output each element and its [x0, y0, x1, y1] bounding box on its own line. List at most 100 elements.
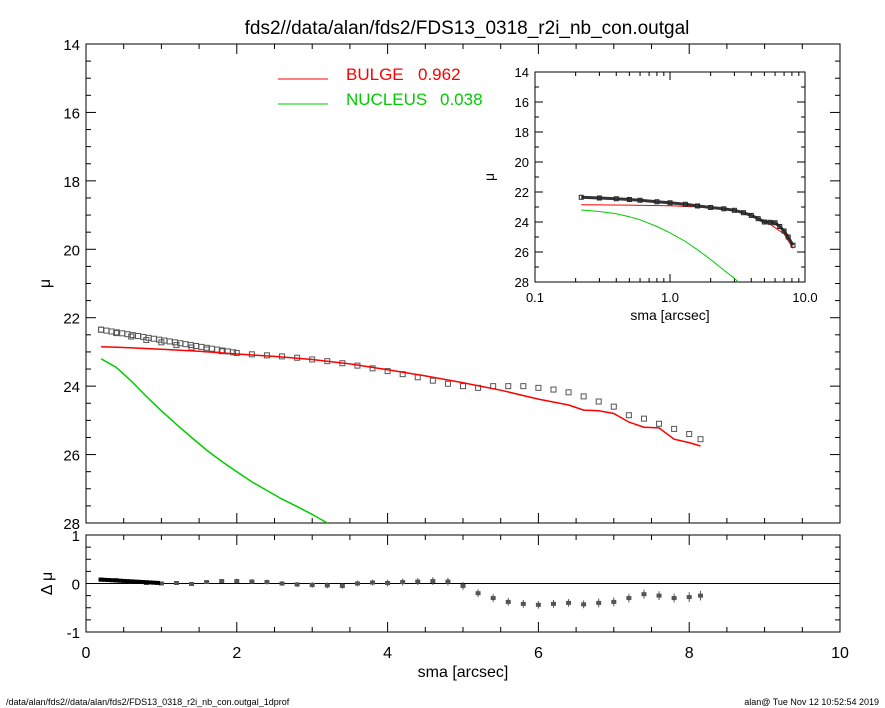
inset-data-point: [682, 201, 688, 207]
main-y-axis-label: μ: [37, 279, 54, 288]
residual-point: [475, 591, 481, 596]
inset-x-tick-label: 10.0: [792, 290, 817, 305]
footer-left-label: /data/alan/fds2//data/alan/fds2/FDS13_03…: [6, 697, 290, 707]
inset-data-point: [748, 212, 754, 218]
legend-bulge-name: BULGE: [346, 65, 404, 84]
inset-y-tick-label: 20: [515, 155, 529, 170]
main-data-point: [182, 341, 189, 348]
residual-point: [520, 601, 526, 606]
residual-point: [189, 581, 195, 586]
inset-data-point: [695, 203, 701, 209]
inset-plot-frame: [534, 71, 806, 283]
inset-data-point: [785, 234, 791, 240]
residual-x-tick-label: 0: [82, 645, 91, 662]
residual-point: [641, 592, 647, 597]
main-data-point: [119, 330, 126, 337]
main-data-point: [697, 436, 704, 443]
residual-x-tick-label: 2: [232, 645, 241, 662]
main-y-tick-label: 24: [63, 379, 80, 396]
residual-x-tick-label: 8: [685, 645, 694, 662]
residual-point: [686, 595, 692, 600]
residual-point: [490, 596, 496, 601]
residual-point: [400, 580, 406, 585]
main-data-point: [230, 349, 237, 356]
main-data-point: [166, 338, 173, 345]
main-y-tick-label: 28: [63, 516, 80, 533]
inset-y-tick-label: 14: [515, 65, 529, 80]
main-data-point: [640, 415, 647, 422]
main-data-point: [98, 326, 105, 333]
residual-point: [339, 583, 345, 588]
residual-y-tick-label: 0: [72, 577, 80, 594]
residual-point: [460, 583, 466, 588]
main-data-point: [233, 349, 240, 356]
residual-point: [566, 600, 572, 605]
nucleus-series-line: [100, 358, 328, 524]
residual-x-tick-label: 4: [383, 645, 392, 662]
residual-point: [385, 581, 391, 586]
residual-point: [581, 602, 587, 607]
main-data-point: [208, 345, 215, 352]
residual-point: [249, 579, 255, 584]
residual-point: [279, 581, 285, 586]
inset-data-point: [708, 204, 714, 210]
inset-data-point: [755, 216, 761, 222]
legend-bulge-value: 0.962: [418, 65, 461, 84]
legend-nucleus-name: NUCLEUS: [346, 90, 427, 109]
residual-y-axis-label: Δ μ: [39, 572, 56, 595]
residual-point: [294, 582, 300, 587]
inset-y-tick-label: 16: [515, 95, 529, 110]
residual-point: [505, 599, 511, 604]
inset-data-point: [613, 196, 619, 202]
main-data-point: [384, 368, 391, 375]
inset-panel: 14 16 18 20 22 24 26 280.1 1.0 10.0 sma [arcsec] μ: [481, 65, 818, 323]
inset-x-tick-label: 1.0: [661, 290, 679, 305]
inset-data-point: [637, 197, 643, 203]
residual-point: [671, 596, 677, 601]
main-data-point: [550, 386, 557, 393]
main-panel: 14 16 18 20 22 24 26 28 μ BULGE 0.962 NUCLEUS 0.038: [37, 37, 841, 533]
main-data-point: [103, 327, 110, 334]
residual-point: [324, 583, 330, 588]
inset-y-axis-label: μ: [481, 173, 497, 181]
main-data-point: [444, 380, 451, 387]
residual-point: [698, 593, 704, 598]
residual-x-tick-label: 6: [534, 645, 543, 662]
inset-data-point: [772, 220, 778, 226]
main-data-point: [135, 333, 142, 340]
main-data-point: [140, 333, 147, 340]
inset-y-tick-label: 18: [515, 125, 529, 140]
residual-point: [611, 599, 617, 604]
residual-point: [415, 579, 421, 584]
main-y-tick-label: 20: [63, 242, 80, 259]
residual-point: [264, 580, 270, 585]
main-data-point: [460, 383, 466, 390]
main-data-point: [203, 344, 210, 351]
main-data-point: [686, 431, 693, 438]
residual-point: [309, 582, 315, 587]
inset-x-tick-label: 0.1: [526, 290, 544, 305]
residual-point: [430, 579, 436, 584]
main-data-point: [150, 335, 157, 342]
main-data-point: [161, 337, 168, 344]
residual-point: [219, 579, 225, 584]
inset-data-point: [654, 199, 660, 205]
residual-point: [354, 581, 360, 586]
residual-point: [155, 580, 161, 585]
inset-x-axis-label: sma [arcsec]: [630, 307, 709, 323]
residual-y-tick-label: 1: [72, 528, 80, 545]
main-data-point: [429, 377, 436, 384]
footer-right-label: alan@ Tue Nov 12 10:52:54 2019: [744, 697, 879, 707]
main-data-point: [535, 384, 542, 391]
main-data-point: [671, 425, 678, 432]
inset-y-tick-label: 24: [515, 215, 529, 230]
inset-y-tick-label: 28: [515, 275, 529, 290]
inset-y-tick-label: 22: [515, 185, 529, 200]
residual-point: [626, 596, 632, 601]
residual-point: [173, 581, 179, 586]
inset-data-point: [781, 228, 787, 234]
residual-point: [445, 579, 451, 584]
inset-data-point: [761, 219, 767, 225]
inset-y-tick-label: 26: [515, 245, 529, 260]
bulge-series-line: [101, 346, 701, 447]
